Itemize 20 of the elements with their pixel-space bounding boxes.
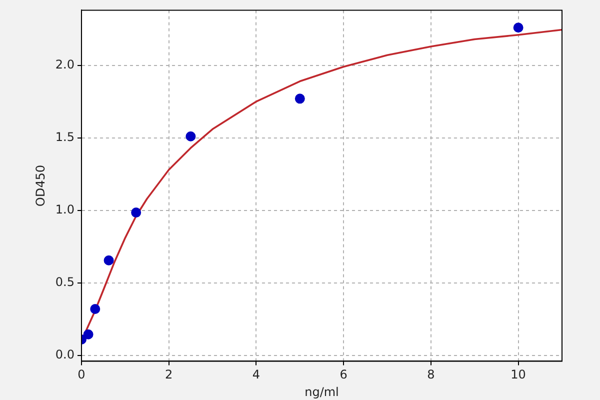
point (131, 208, 142, 218)
y-tick-label: 1.0 (55, 202, 74, 216)
y-tick-label: 2.0 (55, 57, 74, 72)
point (104, 255, 114, 266)
x-tick-label: 0 (78, 368, 86, 382)
y-tick-label: 0.0 (55, 348, 74, 362)
y-tick-label: 0.5 (55, 275, 74, 290)
y-tick-label: 1.5 (55, 130, 74, 144)
point (83, 329, 94, 340)
x-tick-label: 2 (165, 368, 173, 382)
x-tick-label: 10 (510, 368, 526, 382)
x-tick-label: 6 (340, 368, 348, 382)
x-axis-title: ng/ml (304, 384, 339, 399)
point (90, 304, 100, 314)
y-axis-title: OD450 (33, 164, 48, 206)
point (513, 22, 524, 33)
point (186, 131, 196, 142)
point (294, 94, 305, 104)
x-tick-label: 8 (427, 368, 435, 382)
x-tick-label: 4 (252, 368, 260, 382)
